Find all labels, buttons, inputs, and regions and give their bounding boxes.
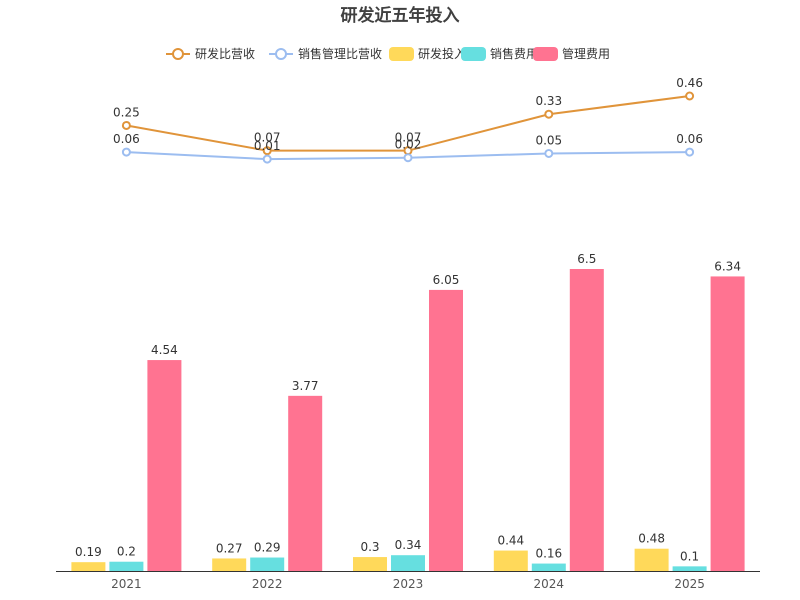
bar-series-0: 0.19 0.27 0.3 0.44 0.48	[71, 532, 669, 571]
legend-label: 研发投入	[418, 46, 466, 61]
bar-1-2021[interactable]	[109, 561, 144, 571]
bar-series-group: 0.19 0.27 0.3 0.44 0.480.2 0.29 0.340.16 0.14.5…	[71, 252, 745, 571]
legend-item-3[interactable]: 销售费用	[461, 46, 538, 61]
legend-swatch	[461, 47, 486, 61]
bar-label-1-2022: 0.29	[254, 541, 281, 555]
legend-label: 管理费用	[562, 46, 610, 61]
x-tick-label-2023: 2023	[393, 577, 424, 591]
line-label-0-2023: 0.07	[395, 131, 422, 145]
legend-item-1[interactable]: 销售管理比营收	[269, 46, 382, 61]
bar-0-2024[interactable]	[493, 550, 528, 571]
bar-label-2-2024: 6.5	[577, 252, 596, 266]
bar-1-2023[interactable]	[391, 555, 425, 571]
line-point-1-2024[interactable]	[544, 148, 554, 158]
line-label-1-2022: 0.01	[254, 139, 281, 153]
bar-1-2024[interactable]	[531, 563, 566, 571]
x-tick-label-2022: 2022	[252, 577, 283, 591]
line-label-1-2023: 0.02	[395, 138, 422, 152]
bar-label-0-2021: 0.19	[75, 545, 102, 559]
line-point-0-2022[interactable]	[262, 146, 272, 156]
line-point-1-2025[interactable]	[685, 147, 695, 157]
line-point-0-2021[interactable]	[121, 120, 131, 130]
x-tick-label-2025: 2025	[674, 577, 705, 591]
bar-2-2023[interactable]	[429, 289, 463, 571]
bar-label-0-2025: 0.48	[638, 532, 665, 546]
line-label-1-2025: 0.06	[676, 132, 703, 146]
legend-item-2[interactable]: 研发投入	[389, 46, 466, 61]
bar-label-2-2021: 4.54	[151, 343, 178, 357]
legend-label: 销售管理比营收	[298, 46, 382, 61]
bar-series-2: 4.54 3.77 6.05 6.5 6.34	[147, 252, 745, 571]
line-label-0-2021: 0.25	[113, 105, 140, 119]
bar-label-0-2022: 0.27	[216, 541, 243, 555]
bar-0-2023[interactable]	[353, 557, 387, 571]
bar-label-1-2021: 0.2	[117, 545, 136, 559]
bar-1-2022[interactable]	[250, 557, 285, 571]
bar-label-2-2023: 6.05	[433, 273, 460, 287]
bar-2-2021[interactable]	[147, 360, 182, 571]
legend-circle-marker	[275, 48, 287, 60]
line-point-0-2025[interactable]	[685, 91, 695, 101]
line-series-group: 0.25 0.07 0.07 0.33 0.46 0.06 0.01 0.02 0.05 0.06	[113, 76, 703, 164]
bar-0-2021[interactable]	[71, 562, 106, 571]
bar-label-0-2024: 0.44	[497, 534, 524, 548]
bar-0-2022[interactable]	[212, 558, 247, 571]
bar-label-2-2022: 3.77	[292, 379, 319, 393]
chart-legend: 研发比营收 销售管理比营收 研发投入 销售费用 管理费用	[166, 46, 610, 61]
line-label-0-2025: 0.46	[676, 76, 703, 90]
bar-2-2024[interactable]	[569, 269, 604, 571]
legend-item-4[interactable]: 管理费用	[533, 46, 610, 61]
legend-swatch	[389, 47, 414, 61]
x-axis: 2021 2022 2023 2024 2025	[56, 571, 760, 591]
legend-label: 销售费用	[490, 46, 538, 61]
x-tick-label-2024: 2024	[534, 577, 565, 591]
bar-label-1-2023: 0.34	[395, 538, 422, 552]
line-label-1-2024: 0.05	[535, 133, 562, 147]
x-tick-label-2021: 2021	[111, 577, 142, 591]
bar-series-1: 0.2 0.29 0.34 0.16 0.1	[109, 538, 707, 571]
bar-1-2025[interactable]	[672, 566, 707, 571]
line-point-1-2021[interactable]	[121, 147, 131, 157]
line-series-1: 0.06 0.01 0.02 0.05 0.06	[113, 132, 703, 164]
bar-2-2022[interactable]	[288, 395, 323, 571]
line-label-0-2024: 0.33	[535, 94, 562, 108]
line-label-0-2022: 0.07	[254, 131, 281, 145]
legend-circle-marker	[172, 48, 184, 60]
line-point-1-2022[interactable]	[262, 154, 272, 164]
bar-label-2-2025: 6.34	[714, 259, 741, 273]
bar-label-1-2025: 0.1	[680, 549, 699, 563]
bar-0-2025[interactable]	[634, 548, 669, 571]
bar-2-2025[interactable]	[710, 276, 745, 571]
bar-label-0-2023: 0.3	[360, 540, 379, 554]
legend-swatch	[533, 47, 558, 61]
line-series-0: 0.25 0.07 0.07 0.33 0.46	[113, 76, 703, 156]
line-point-0-2024[interactable]	[544, 109, 554, 119]
line-point-1-2023[interactable]	[403, 153, 413, 163]
legend-label: 研发比营收	[195, 46, 255, 61]
chart-title: 研发近五年投入	[341, 5, 460, 26]
legend-item-0[interactable]: 研发比营收	[166, 46, 255, 61]
line-label-1-2021: 0.06	[113, 132, 140, 146]
bar-label-1-2024: 0.16	[535, 547, 562, 561]
